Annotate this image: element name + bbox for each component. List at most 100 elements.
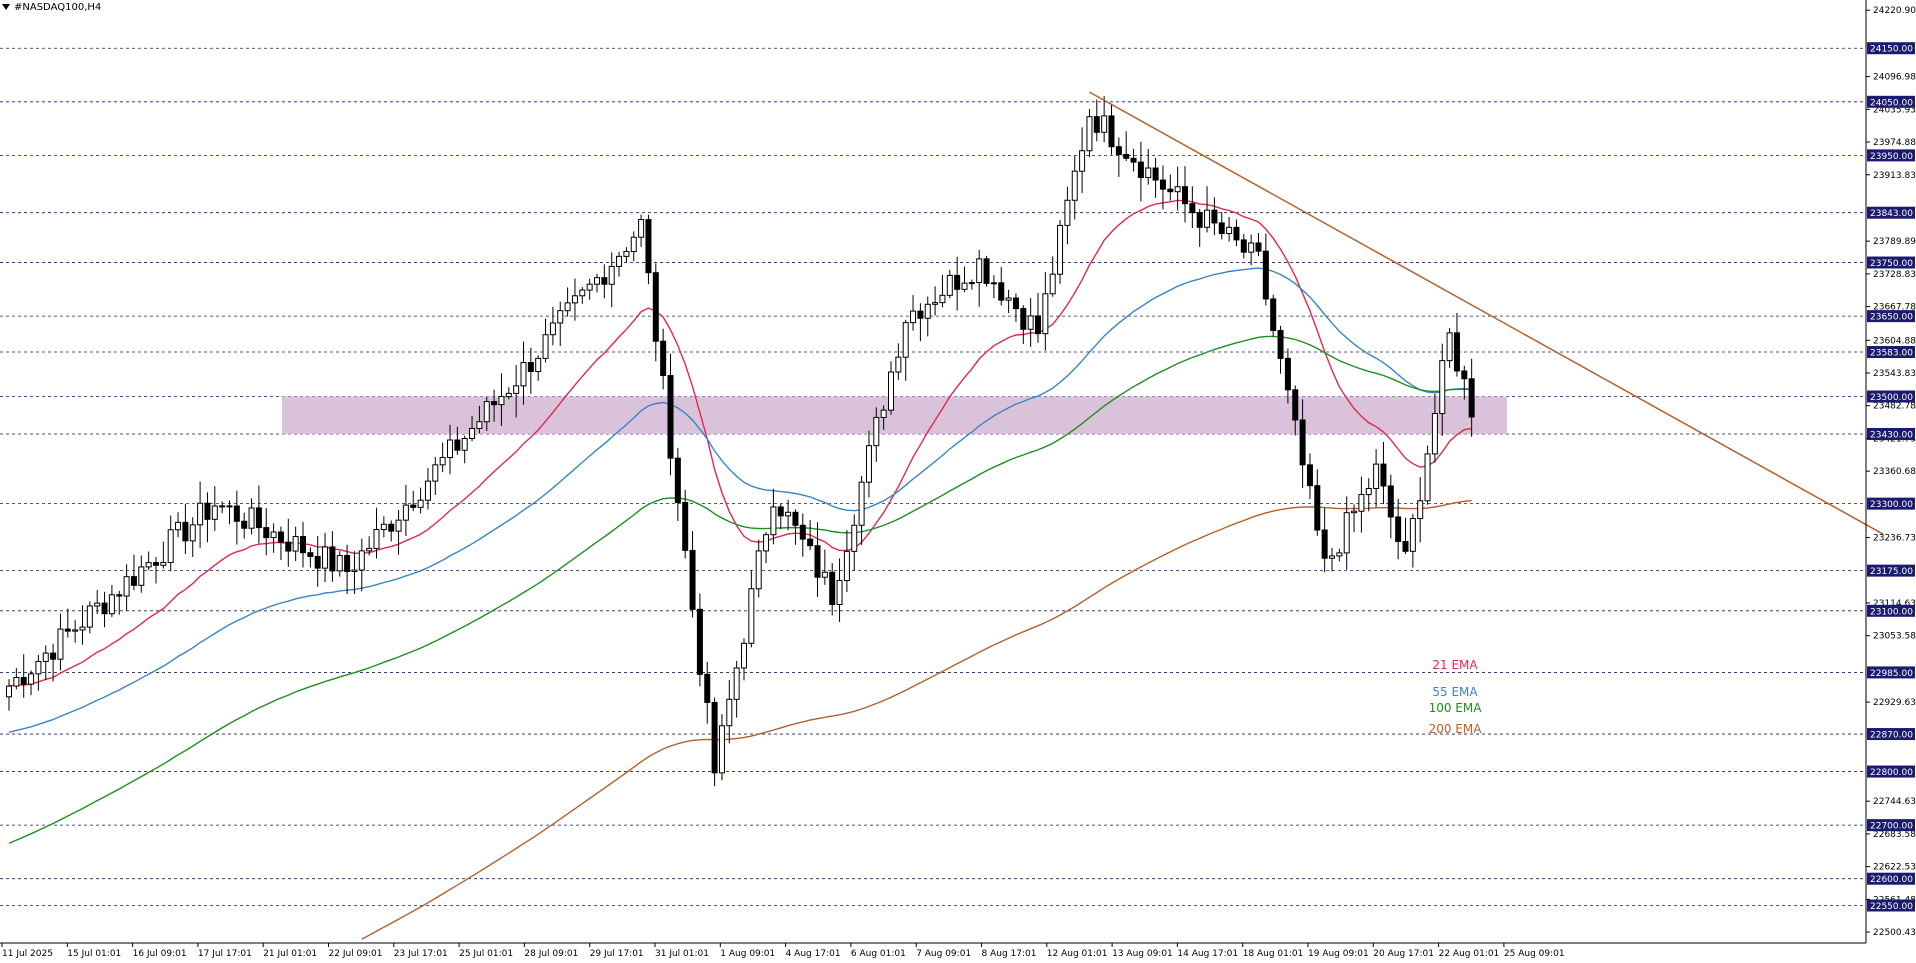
chart-title-text: #NASDAQ100,H4 bbox=[14, 2, 102, 13]
candle-body bbox=[513, 385, 520, 394]
candle-body bbox=[410, 504, 417, 508]
candle-body bbox=[733, 667, 740, 700]
level-price-label: 23650.00 bbox=[1870, 313, 1913, 323]
price-tick-label: 24096.98 bbox=[1873, 73, 1916, 83]
candle-body bbox=[520, 362, 527, 387]
candle-body bbox=[373, 529, 380, 549]
price-tick-label: 23360.68 bbox=[1873, 467, 1916, 477]
candle-body bbox=[476, 421, 483, 429]
time-tick-label: 4 Aug 17:01 bbox=[786, 949, 841, 959]
candle-body bbox=[785, 511, 792, 517]
candle-body bbox=[469, 427, 476, 439]
candle-body bbox=[1277, 329, 1284, 359]
ema-lines bbox=[8, 199, 1472, 940]
candle-body bbox=[1402, 540, 1409, 552]
candle-body bbox=[549, 322, 556, 336]
time-tick-label: 31 Jul 01:01 bbox=[655, 949, 709, 959]
candle-body bbox=[160, 561, 167, 566]
price-tick-label: 23114.63 bbox=[1873, 599, 1916, 609]
ema-legend-21: 21 EMA bbox=[1432, 658, 1478, 672]
candle-body bbox=[527, 362, 534, 373]
candle-body bbox=[829, 571, 836, 605]
candle-body bbox=[1336, 552, 1343, 557]
price-tick-label: 23543.83 bbox=[1873, 369, 1916, 379]
candle-body bbox=[1439, 360, 1446, 415]
level-price-label: 23500.00 bbox=[1870, 393, 1913, 403]
level-price-label: 22985.00 bbox=[1870, 669, 1913, 679]
candle-body bbox=[167, 529, 174, 563]
time-tick-label: 28 Jul 09:01 bbox=[524, 949, 578, 959]
candle-body bbox=[1145, 167, 1152, 179]
candle-body bbox=[1270, 298, 1277, 331]
candle-body bbox=[483, 401, 490, 423]
candle-body bbox=[807, 538, 814, 547]
candle-body bbox=[50, 652, 57, 660]
candle-body bbox=[1424, 453, 1431, 502]
chart-menu-triangle-icon[interactable] bbox=[2, 4, 10, 10]
time-tick-label: 22 Aug 01:01 bbox=[1439, 949, 1500, 959]
candle-body bbox=[1343, 512, 1350, 554]
time-tick-label: 25 Jul 01:01 bbox=[459, 949, 513, 959]
level-price-tag bbox=[1867, 427, 1915, 440]
candle-body bbox=[116, 594, 123, 597]
candle-body bbox=[968, 282, 975, 285]
candle-body bbox=[1020, 308, 1027, 330]
candle-body bbox=[1101, 115, 1108, 133]
candle-body bbox=[322, 546, 329, 569]
candle-body bbox=[1292, 389, 1299, 421]
candle-body bbox=[1012, 297, 1019, 310]
candle-body bbox=[1248, 242, 1255, 253]
candle-body bbox=[1226, 226, 1233, 235]
candle-body bbox=[101, 602, 108, 615]
candle-body bbox=[1211, 209, 1218, 224]
level-price-tag bbox=[1867, 899, 1915, 912]
price-tick-label: 23789.89 bbox=[1873, 237, 1916, 247]
price-axis[interactable]: 24220.90 24096.98 24035.93 23974.88 23913.83… bbox=[1866, 6, 1916, 938]
candle-body bbox=[682, 501, 689, 551]
candle-body bbox=[20, 677, 27, 685]
candle-body bbox=[255, 507, 262, 529]
time-axis[interactable]: 11 Jul 2025 15 Jul 01:01 16 Jul 09:01 17 Ju… bbox=[1, 943, 1565, 959]
candle-body bbox=[1204, 209, 1211, 228]
candle-body bbox=[1446, 332, 1453, 362]
candle-body bbox=[1005, 297, 1012, 301]
candle-body bbox=[932, 302, 939, 305]
candle-body bbox=[1093, 116, 1100, 133]
candle-body bbox=[726, 698, 733, 727]
level-price-tag bbox=[1867, 206, 1915, 219]
candle-body bbox=[28, 673, 35, 685]
candle-body bbox=[292, 536, 299, 552]
candle-body bbox=[175, 521, 182, 531]
candle-body bbox=[667, 375, 674, 459]
candle-body bbox=[1358, 494, 1365, 512]
time-tick-label: 16 Jul 09:01 bbox=[133, 949, 187, 959]
candle-body bbox=[718, 725, 725, 774]
candle-body bbox=[1380, 463, 1387, 487]
candle-body bbox=[108, 594, 115, 615]
candle-body bbox=[961, 282, 968, 290]
candle-body bbox=[1314, 485, 1321, 531]
level-price-label: 22700.00 bbox=[1870, 822, 1913, 832]
ema-21-line bbox=[8, 199, 1472, 687]
candle-body bbox=[35, 660, 42, 675]
candle-body bbox=[976, 258, 983, 284]
price-tick-label: 22929.63 bbox=[1873, 698, 1916, 708]
candle-body bbox=[1137, 161, 1144, 179]
candle-body bbox=[1049, 273, 1056, 295]
candle-body bbox=[94, 602, 101, 607]
candle-body bbox=[704, 673, 711, 703]
candle-body bbox=[123, 576, 130, 597]
candle-body bbox=[57, 628, 64, 660]
level-price-label: 23583.00 bbox=[1870, 349, 1913, 359]
level-price-label: 22550.00 bbox=[1870, 902, 1913, 912]
candle-body bbox=[858, 481, 865, 526]
candle-body bbox=[285, 541, 292, 552]
candle-body bbox=[1218, 222, 1225, 235]
candle-body bbox=[314, 555, 321, 569]
candle-body bbox=[998, 282, 1005, 301]
candle-body bbox=[189, 524, 196, 542]
candle-body bbox=[1189, 203, 1196, 214]
candle-body bbox=[1035, 315, 1041, 335]
